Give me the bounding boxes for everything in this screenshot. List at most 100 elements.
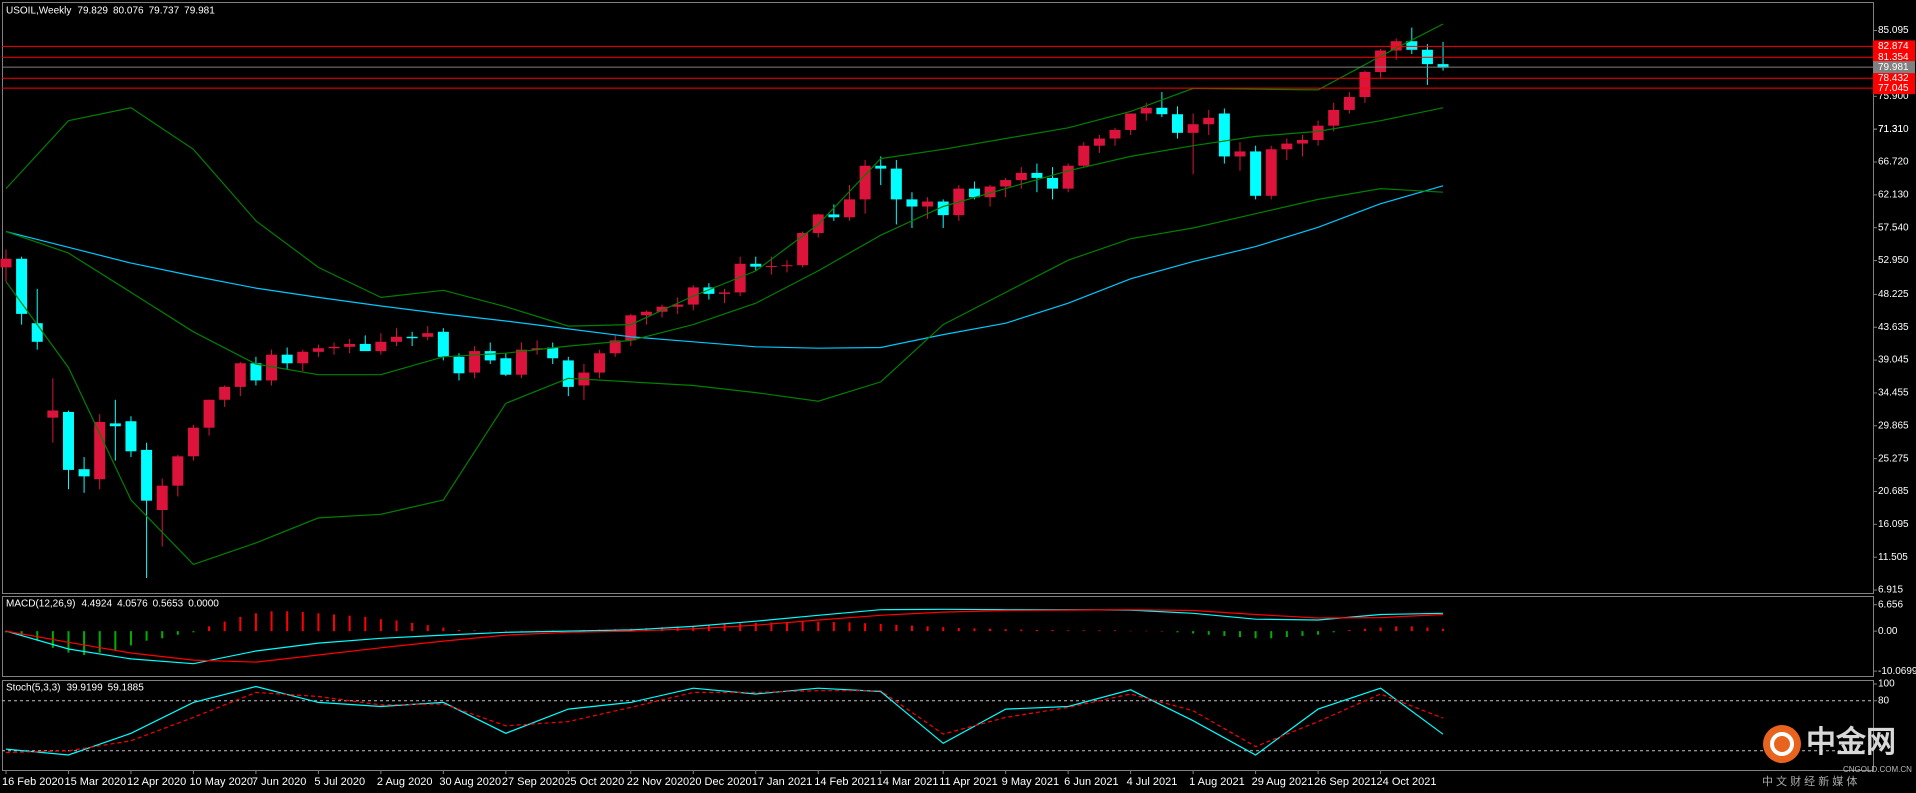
candle-body (875, 165, 887, 169)
candle-body (391, 336, 402, 342)
candle-body (1328, 109, 1340, 126)
histogram-bar (1379, 627, 1382, 632)
histogram-bar (161, 631, 164, 639)
stoch-panel (2, 680, 1874, 771)
histogram-bar (1176, 631, 1179, 633)
candle-body (1031, 172, 1043, 178)
readout: 0.5653 (153, 599, 184, 610)
candle-body (1187, 124, 1199, 133)
candle-body (1203, 117, 1215, 125)
histogram-bar (895, 624, 898, 632)
histogram-bar (1395, 626, 1398, 632)
histogram-bar (504, 630, 507, 632)
logo-circle (1763, 725, 1801, 763)
candle-body (672, 304, 684, 307)
histogram-bar (942, 627, 945, 632)
candle-body (1359, 71, 1371, 98)
candle-body (297, 351, 309, 364)
x-tick-label: 27 Sep 2020 (502, 776, 564, 788)
x-tick-label: 4 Jul 2021 (1127, 776, 1178, 788)
histogram-bar (348, 615, 351, 632)
x-tick-label: 11 Apr 2021 (939, 776, 998, 788)
candle-body (1000, 180, 1012, 187)
readout: 79.829 (77, 6, 108, 17)
histogram-bar (36, 631, 39, 641)
histogram-bar (411, 622, 414, 632)
y-tick-label: 0.00 (1878, 626, 1898, 637)
y-tick-label: -10.0699 (1878, 666, 1916, 677)
candle-body (469, 351, 481, 373)
x-tick-label: 1 Aug 2021 (1189, 776, 1245, 788)
candle-body (547, 347, 559, 359)
candle-body (640, 311, 652, 316)
x-tick-label: 26 Sep 2021 (1314, 776, 1376, 788)
histogram-bar (176, 631, 179, 635)
candle-body (1140, 107, 1152, 114)
candle-body (937, 201, 949, 216)
candle-body (859, 165, 871, 200)
watermark-brand: 中金网 (1806, 725, 1896, 759)
histogram-bar (1004, 629, 1007, 632)
panel-title: USOIL,Weekly (6, 6, 71, 17)
readout: 59.1885 (108, 683, 145, 694)
histogram-bar (536, 630, 539, 632)
y-tick-label: 80 (1878, 695, 1890, 706)
histogram-bar (98, 631, 101, 653)
candle-body (234, 363, 246, 387)
y-tick-label: 52.950 (1878, 255, 1909, 266)
candle-body (703, 287, 715, 294)
candle-body (562, 360, 574, 387)
readout: 0.0000 (188, 599, 219, 610)
histogram-bar (1082, 630, 1085, 632)
indicator-line (5, 608, 1444, 665)
histogram-bar (520, 630, 523, 632)
candle-body (141, 449, 153, 501)
y-tick-label: 43.635 (1878, 322, 1909, 333)
x-tick-label: 30 Aug 2020 (439, 776, 501, 788)
y-tick-label: 62.130 (1878, 190, 1909, 201)
histogram-bar (286, 611, 289, 632)
indicator-line (5, 609, 1444, 663)
histogram-bar (114, 631, 117, 651)
indicator-line (5, 107, 1444, 376)
candle-body (1109, 129, 1121, 139)
candle-body (406, 336, 418, 339)
histogram-bar (661, 627, 664, 632)
x-tick-label: 6 Jun 2021 (1064, 776, 1118, 788)
y-tick-label: 71.310 (1878, 124, 1909, 135)
x-tick-label: 17 Jan 2021 (752, 776, 813, 788)
histogram-bar (223, 621, 226, 632)
histogram-bar (1192, 631, 1195, 634)
candle-body (1234, 151, 1246, 157)
histogram-bar (1426, 627, 1429, 632)
candle-body (1281, 143, 1293, 150)
histogram-bar (801, 621, 804, 632)
candle-body (156, 485, 168, 510)
candle-body (484, 351, 496, 361)
histogram-bar (473, 630, 476, 632)
histogram-bar (1410, 626, 1413, 632)
candle-body (94, 421, 106, 480)
histogram-bar (5, 631, 7, 633)
histogram-bar (1067, 630, 1070, 632)
candle-body (531, 348, 543, 350)
histogram-bar (1145, 630, 1148, 632)
candle-body (1296, 139, 1308, 144)
histogram-bar (192, 631, 195, 633)
last-price-label: 79.981 (1878, 62, 1909, 73)
histogram-bar (739, 623, 742, 632)
histogram-bar (1160, 631, 1163, 632)
indicator-line (5, 690, 1444, 754)
histogram-bar (1285, 631, 1288, 638)
histogram-bar (848, 622, 851, 632)
histogram-bar (208, 626, 211, 632)
candle-body (1343, 97, 1355, 110)
histogram-bar (1223, 631, 1226, 636)
histogram-bar (317, 613, 320, 632)
x-tick-label: 9 May 2021 (1002, 776, 1059, 788)
histogram-bar (1270, 631, 1273, 639)
candle-body (16, 258, 28, 314)
x-tick-label: 29 Aug 2021 (1252, 776, 1314, 788)
level-label: 77.045 (1878, 83, 1909, 94)
